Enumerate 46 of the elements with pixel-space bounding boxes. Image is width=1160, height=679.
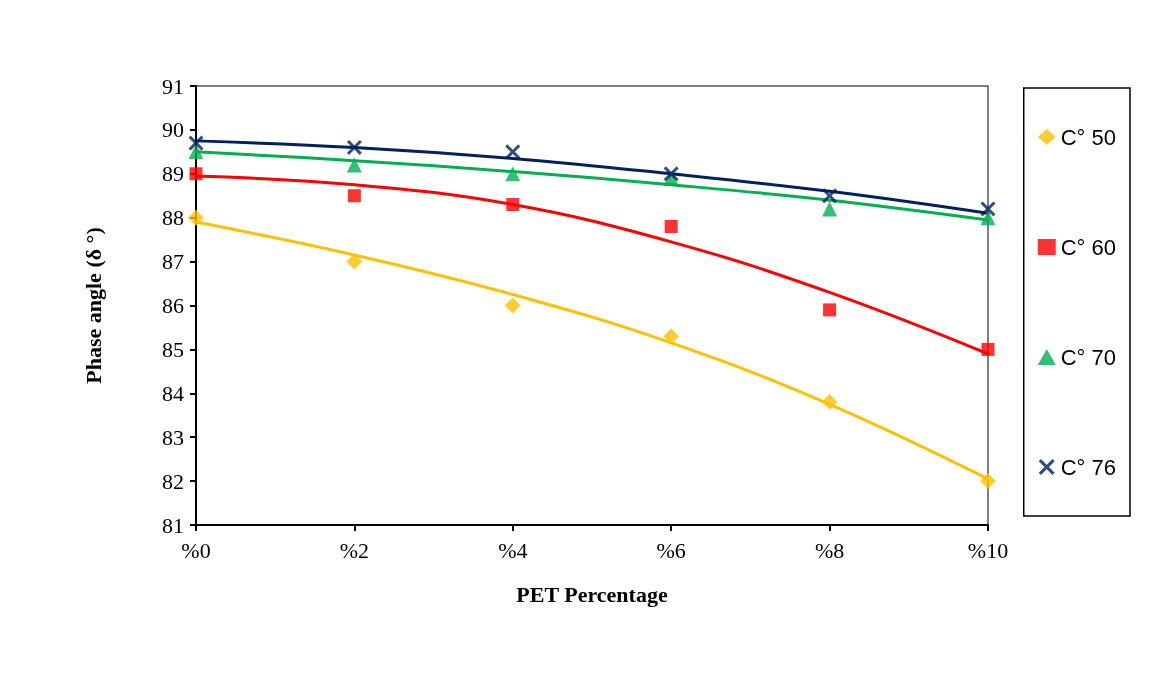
y-tick-label: 83 [162, 424, 184, 450]
point [663, 166, 679, 182]
y-tick-label: 84 [162, 380, 184, 406]
point [188, 209, 204, 226]
point [822, 188, 838, 204]
y-tick-label: 88 [162, 205, 184, 231]
point [980, 201, 996, 217]
point [980, 473, 996, 490]
point [188, 144, 204, 160]
point [981, 342, 995, 356]
y-tick-label: 90 [162, 117, 184, 143]
x-tick-label: %2 [339, 537, 370, 563]
x-axis-title: PET Percentage [516, 581, 668, 607]
point [980, 210, 996, 226]
legend-label: C° 70 [1060, 344, 1117, 370]
x-tick-label: %0 [181, 537, 211, 563]
point [822, 201, 838, 217]
point [505, 166, 521, 182]
point [823, 303, 837, 317]
y-tick-label: 86 [162, 293, 184, 318]
point [188, 135, 204, 151]
point [664, 219, 678, 233]
y-tick-label: 87 [162, 249, 184, 275]
point [346, 139, 362, 155]
point [346, 157, 362, 173]
x-tick-label: %8 [814, 537, 845, 563]
y-axis-title: Phase angle (δ °) [80, 227, 106, 384]
legend-label: C° 50 [1060, 124, 1117, 150]
y-tick-label: 91 [162, 73, 184, 99]
point [347, 189, 361, 203]
point [189, 167, 203, 181]
legend-label: C° 76 [1060, 454, 1117, 480]
y-tick-label: 85 [162, 336, 184, 362]
x-tick-label: %10 [967, 537, 1009, 563]
y-tick-label: 89 [162, 161, 184, 187]
x-tick-label: %6 [656, 537, 686, 563]
point [506, 198, 520, 212]
y-tick-label: 82 [162, 468, 184, 494]
point [821, 394, 838, 411]
legend-label: C° 60 [1060, 234, 1117, 260]
point [505, 144, 521, 160]
point [663, 328, 680, 345]
x-tick-label: %4 [498, 537, 528, 563]
point [504, 297, 521, 314]
point [346, 253, 363, 270]
y-tick-label: 81 [162, 512, 184, 538]
